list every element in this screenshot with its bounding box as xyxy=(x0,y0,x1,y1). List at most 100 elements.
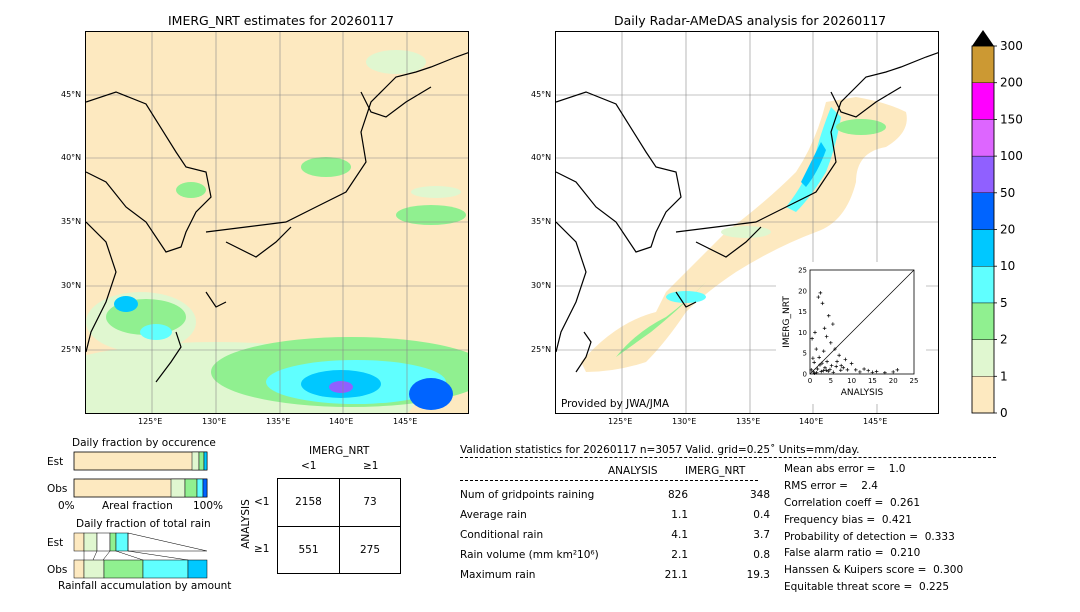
score-line: RMS error = 2.4 xyxy=(784,480,878,492)
colorbar-segment xyxy=(971,265,995,304)
contingency-grid: 2158 73 551 275 xyxy=(277,478,401,574)
stat-label: Rain volume (mm km²10⁶) xyxy=(460,549,599,561)
colorbar-label: 0 xyxy=(1000,406,1008,420)
scatter-point xyxy=(821,349,826,353)
colorbar-label: 5 xyxy=(1000,296,1008,310)
lat-label: 45°N xyxy=(531,90,552,99)
stat-label: Conditional rain xyxy=(460,529,544,541)
x-tick-label: 15 xyxy=(868,377,877,385)
scatter-point xyxy=(834,364,839,369)
occurrence-title: Daily fraction by occurence xyxy=(72,437,216,449)
stat-imerg: 348 xyxy=(749,489,770,501)
contingency-cell: 551 xyxy=(298,544,319,556)
x-tick-label: 5 xyxy=(829,377,833,385)
total-rain-row-label-est: Est xyxy=(47,537,64,549)
x-axis-label: ANALYSIS xyxy=(841,388,884,398)
scatter-point xyxy=(812,360,816,365)
stat-label: Num of gridpoints raining xyxy=(460,489,595,501)
x-tick-label: 10 xyxy=(847,377,856,385)
scatter-point xyxy=(820,361,824,365)
stat-imerg: 0.4 xyxy=(753,509,770,521)
colorbar: 0 1 2 5 10 20 50 100 150 200 300 xyxy=(966,28,1036,420)
total-rain-bars xyxy=(73,532,208,579)
scatter-panel: 0 0 5 5 10 10 15 15 20 20 25 25 ANALYSIS IMERG_NRT xyxy=(776,262,926,404)
score-line: Mean abs error = 1.0 xyxy=(784,463,906,475)
x-tick-label: 20 xyxy=(889,377,898,385)
y-axis-label: IMERG_NRT xyxy=(782,296,792,348)
stat-imerg: 3.7 xyxy=(753,529,770,541)
contingency-cell: 2158 xyxy=(295,496,322,508)
scatter-point xyxy=(825,359,829,364)
table-row: Rain volume (mm km²10⁶) 2.1 0.8 xyxy=(460,545,770,565)
lon-label: 140°E xyxy=(329,417,354,426)
scatter-point xyxy=(817,355,821,360)
lat-label: 45°N xyxy=(61,90,82,99)
score-line: Equitable threat score = 0.225 xyxy=(784,581,950,593)
colorbar-label: 100 xyxy=(1000,149,1023,163)
scatter-point xyxy=(853,368,858,372)
lon-label: 125°E xyxy=(138,417,163,426)
colorbar-label: 200 xyxy=(1000,76,1023,90)
y-tick-label: 10 xyxy=(798,329,807,337)
diagonal-line xyxy=(809,269,915,375)
lat-label: 25°N xyxy=(61,345,82,354)
y-tick-label: 25 xyxy=(798,267,807,275)
lat-label: 35°N xyxy=(531,217,552,226)
occurrence-axis-mid: Areal fraction xyxy=(102,500,173,512)
scatter-point xyxy=(838,368,843,373)
contingency-row-title: ANALYSIS xyxy=(240,499,252,549)
scatter-point xyxy=(883,370,887,375)
colorbar-segment xyxy=(971,155,995,194)
colorbar-label: 1 xyxy=(1000,369,1008,383)
colorbar-segment xyxy=(971,82,995,120)
colorbar-label: 10 xyxy=(1000,259,1015,273)
stat-analysis: 21.1 xyxy=(664,569,688,581)
stat-analysis: 2.1 xyxy=(671,549,688,561)
table-row: Conditional rain 4.1 3.7 xyxy=(460,525,770,545)
contingency-col-label: <1 xyxy=(301,460,317,472)
total-rain-row-label-obs: Obs xyxy=(47,564,68,576)
scatter-point xyxy=(858,370,862,374)
lat-label: 25°N xyxy=(531,345,552,354)
scatter-point xyxy=(829,363,834,368)
occurrence-bars xyxy=(73,451,208,498)
contingency-col-label: ≥1 xyxy=(363,460,379,472)
colorbar-segment xyxy=(971,376,995,414)
stat-analysis: 826 xyxy=(667,489,688,501)
lat-label: 40°N xyxy=(531,153,552,162)
table-row: Num of gridpoints raining 826 348 xyxy=(460,485,770,505)
y-tick-label: 15 xyxy=(798,308,807,316)
scatter-point xyxy=(833,347,837,351)
scatter-point xyxy=(862,367,866,371)
x-tick-label: 25 xyxy=(910,377,919,385)
colorbar-label: 2 xyxy=(1000,333,1008,347)
validation-divider xyxy=(460,457,996,458)
scatter-point xyxy=(816,295,821,299)
scatter-point xyxy=(811,356,815,360)
scatter-point xyxy=(821,368,826,373)
scatter-point xyxy=(813,330,817,335)
occurrence-axis-left: 0% xyxy=(58,500,75,512)
left-map xyxy=(85,31,469,414)
scatter-point xyxy=(822,326,827,331)
lon-label: 130°E xyxy=(202,417,227,426)
colorbar-extend-arrow xyxy=(972,30,994,46)
scatter-point xyxy=(829,341,833,345)
occurrence-row-label-est: Est xyxy=(47,456,64,468)
contingency-col-title: IMERG_NRT xyxy=(309,445,370,457)
lon-label: 145°E xyxy=(863,417,888,426)
right-map-canvas xyxy=(556,32,938,413)
y-tick-label: 0 xyxy=(803,371,807,379)
occurrence-axis-right: 100% xyxy=(193,500,224,512)
scatter-point xyxy=(824,368,829,373)
scatter-point xyxy=(895,368,900,372)
score-line: Correlation coeff = 0.261 xyxy=(784,497,920,509)
total-rain-axis-caption: Rainfall accumulation by amount xyxy=(58,580,232,592)
validation-table: Num of gridpoints raining 826 348 Averag… xyxy=(460,485,770,585)
scatter-point xyxy=(831,370,836,375)
y-tick-label: 20 xyxy=(798,287,807,295)
scatter-point xyxy=(814,347,819,351)
lat-label: 40°N xyxy=(61,153,82,162)
scatter-point xyxy=(824,334,829,339)
scatter-point xyxy=(820,301,825,306)
